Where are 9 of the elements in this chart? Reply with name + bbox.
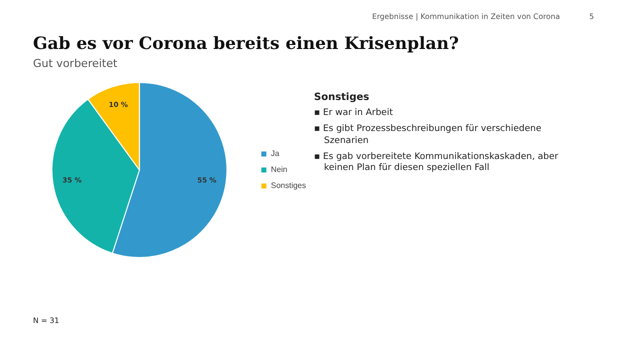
text: ▪ Es gibt Prozessbeschreibungen für verschiedene Szenarien — [314, 124, 542, 147]
legend-label: Ja — [270, 149, 280, 158]
chart-subtitle: Gut vorbereitet — [33, 57, 118, 70]
legend-label: Sonstiges — [270, 181, 306, 190]
legend-label: Nein — [270, 165, 288, 174]
text: Sonstiges — [314, 92, 370, 103]
text: ▪ Er war in Arbeit — [314, 108, 394, 120]
text: ▪ Es gab vorbereitete Kommunikationskaskaden, aber keinen Plan für diesen speziellen Fall — [314, 152, 560, 174]
chart-title: Gab es vor Corona bereits einen Krisenplan? — [33, 34, 459, 54]
